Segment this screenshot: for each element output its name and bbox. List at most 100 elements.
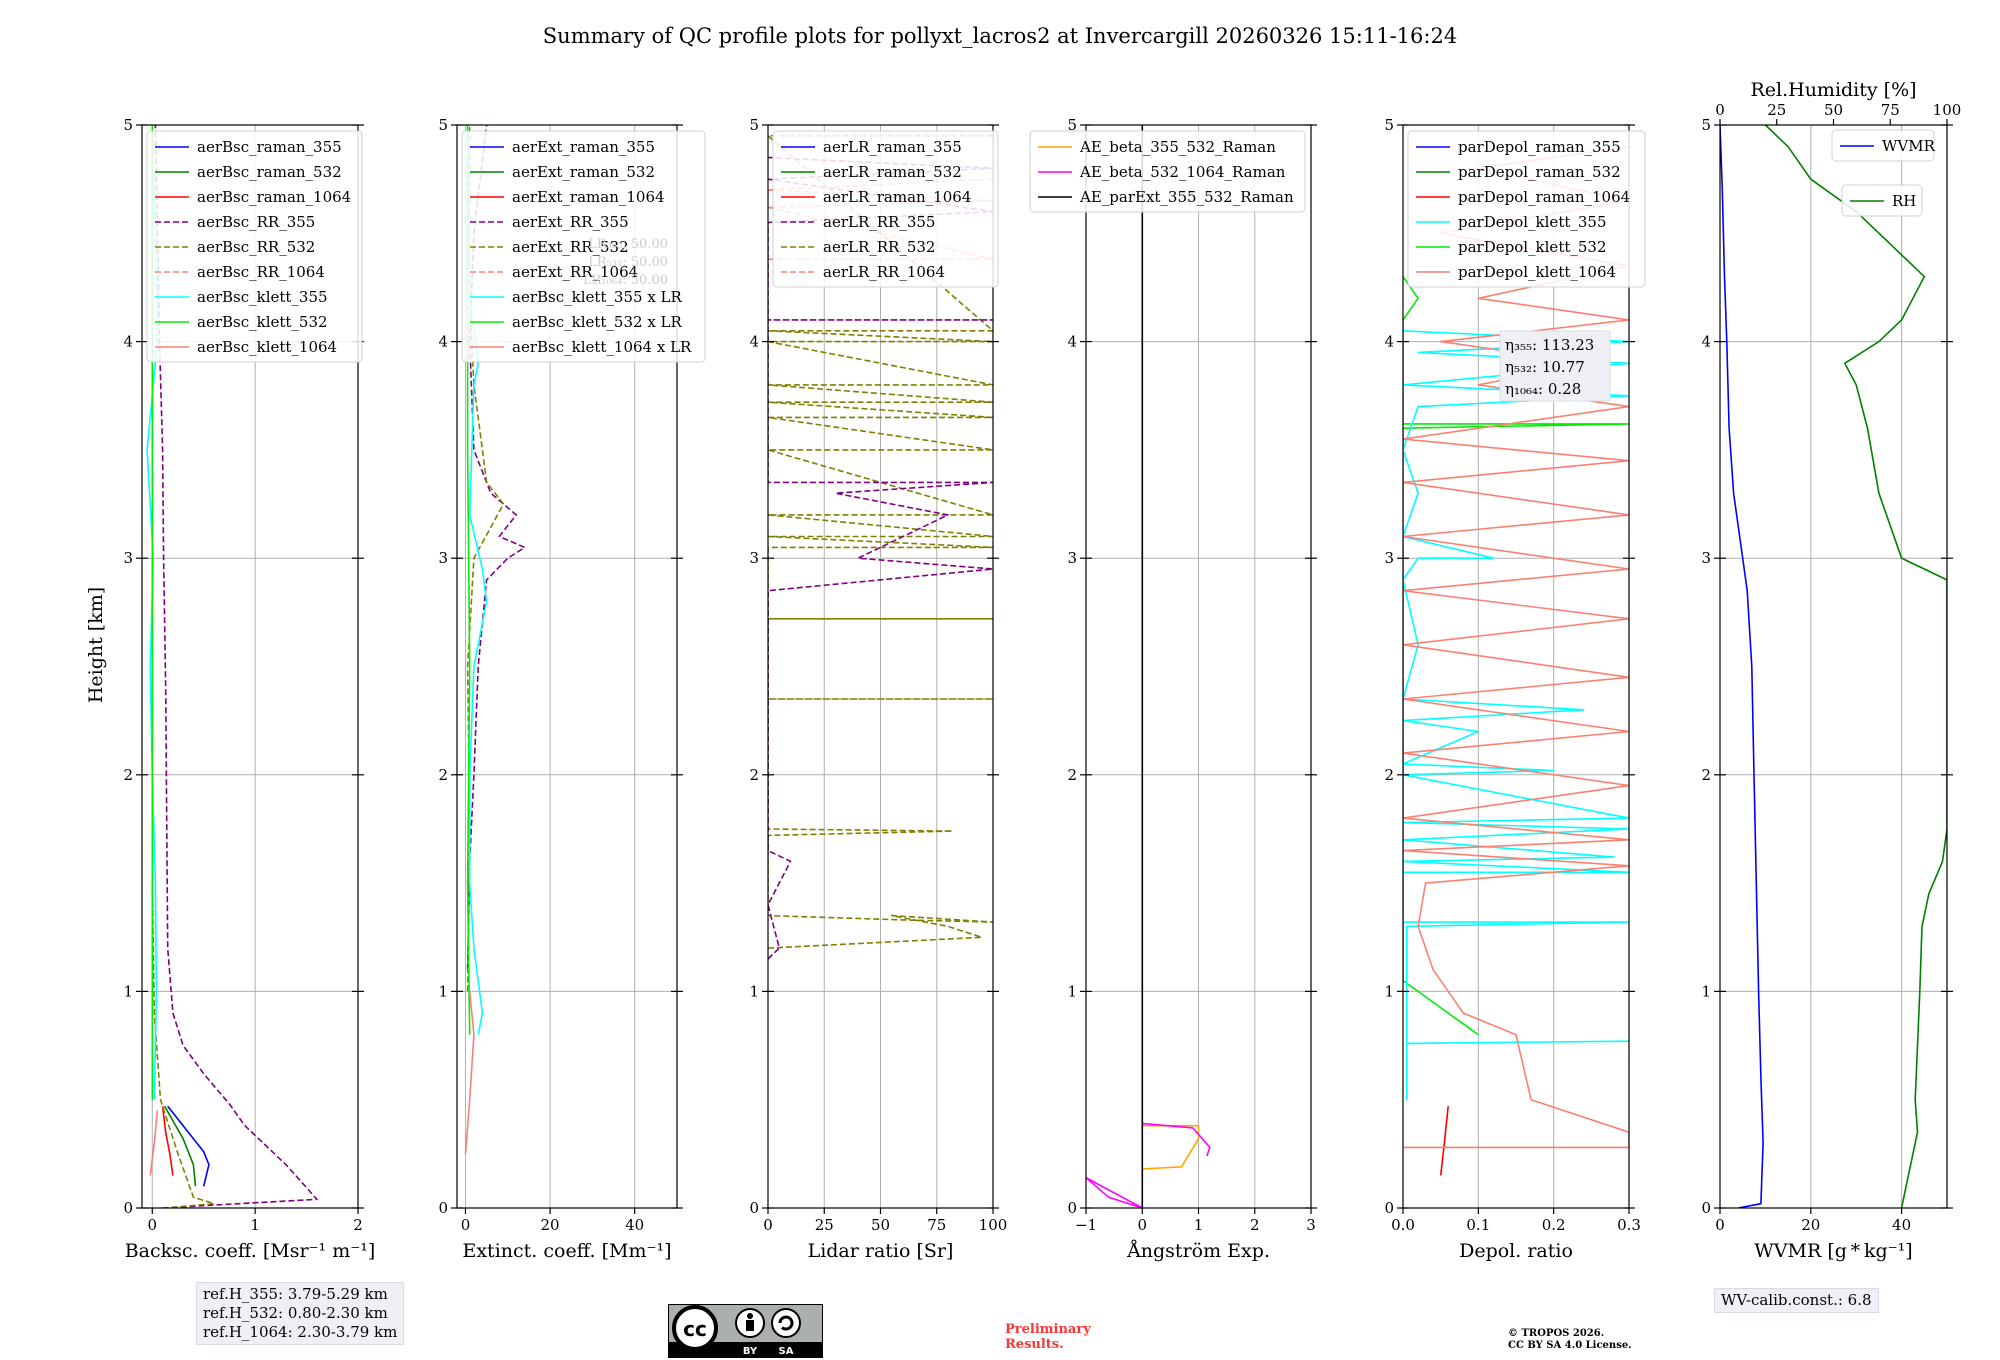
series-aerBsc_klett_355 x LR — [466, 125, 488, 1035]
y-tick-label: 1 — [1701, 982, 1711, 1000]
legend-label: aerExt_raman_355 — [512, 138, 655, 156]
legend-label: parDepol_raman_1064 — [1458, 188, 1630, 206]
chart-panel-2: 0 1 2 3 4 5 0 20 40 Extinct. coeff. [Mm⁻¹] aerExt_… — [438, 116, 706, 1262]
legend: aerExt_raman_355 aerExt_raman_532 aerExt_r… — [461, 130, 706, 363]
y-tick-label: 3 — [1067, 549, 1077, 567]
series-WVMR — [1720, 125, 1764, 1208]
series-aerBsc_raman_1064 — [161, 1106, 174, 1176]
svg-text:cc: cc — [683, 1317, 707, 1341]
top-x-tick-label: 0 — [1715, 101, 1725, 119]
x-tick-label: 0 — [1715, 1216, 1725, 1234]
legend-label: aerBsc_RR_1064 — [197, 263, 325, 281]
series-group — [1403, 145, 1629, 1176]
x-tick-label: 40 — [1892, 1216, 1911, 1234]
y-tick-label: 0 — [1701, 1199, 1711, 1217]
legend-label: aerBsc_klett_1064 x LR — [512, 338, 692, 356]
x-tick-label: 0 — [461, 1216, 471, 1234]
cc-sa-label: SA — [779, 1346, 794, 1357]
legend-label: aerLR_raman_532 — [823, 163, 962, 181]
legend-label: aerBsc_klett_355 x LR — [512, 288, 683, 306]
series-aerLR_RR_355 — [768, 156, 993, 960]
y-tick-label: 5 — [749, 116, 759, 134]
x-tick-label: 0.1 — [1466, 1216, 1490, 1234]
legend-box — [146, 130, 363, 363]
axes-frame — [1719, 124, 1948, 1209]
x-tick-label: 0.2 — [1542, 1216, 1566, 1234]
y-tick-label: 4 — [438, 333, 448, 351]
series-RH — [1764, 125, 1947, 1208]
y-tick-label: 5 — [1701, 116, 1711, 134]
reference-height-box: ref.H_355: 3.79-5.29 km ref.H_532: 0.80-… — [196, 1282, 405, 1345]
eta-label: η₃₅₅: 113.23 — [1505, 336, 1594, 354]
series-parDepol_raman_1064 — [1439, 1106, 1449, 1176]
legend-box — [1831, 129, 1935, 162]
legend-box — [461, 130, 706, 363]
legend-rh: RH — [1841, 184, 1923, 217]
legend-label: aerBsc_RR_355 — [197, 213, 315, 231]
ref-height-532: ref.H_532: 0.80-2.30 km — [203, 1304, 388, 1322]
y-tick-label: 2 — [749, 766, 759, 784]
legend-label: aerExt_RR_1064 — [512, 263, 638, 281]
ref-height-355: ref.H_355: 3.79-5.29 km — [203, 1285, 388, 1303]
x-axis-label: Depol. ratio — [1459, 1240, 1573, 1262]
axes-frame — [456, 124, 678, 1209]
legend-label: aerBsc_klett_1064 — [197, 338, 337, 356]
legend-box — [1029, 130, 1306, 213]
series-aerBsc_klett_1064 — [149, 1110, 159, 1176]
x-tick-label: 50 — [871, 1216, 890, 1234]
legend-label: aerBsc_klett_532 x LR — [512, 313, 683, 331]
series-aerBsc_raman_532 — [163, 1105, 197, 1187]
chart-panel-1: 0 1 2 3 4 5 0 1 2 Backsc. coeff. [Msr⁻¹ m⁻¹] aerBs… — [123, 116, 375, 1262]
legend-label: parDepol_klett_1064 — [1458, 263, 1616, 281]
x-axis-label: Backsc. coeff. [Msr⁻¹ m⁻¹] — [125, 1240, 376, 1262]
y-tick-label: 0 — [1384, 1199, 1394, 1217]
y-tick-label: 4 — [1701, 333, 1711, 351]
legend-label: aerExt_RR_532 — [512, 238, 629, 256]
y-tick-label: 1 — [123, 982, 133, 1000]
figure-title: Summary of QC profile plots for pollyxt_… — [543, 24, 1457, 48]
y-tick-label: 0 — [1067, 1199, 1077, 1217]
legend-label: aerLR_RR_355 — [823, 213, 935, 231]
chart-panel-5: 0 1 2 3 4 5 0.0 0.1 0.2 0.3 Depol. ratio parDepol_r… — [1384, 116, 1646, 1262]
x-tick-label: 75 — [927, 1216, 946, 1234]
legend-label: aerExt_raman_532 — [512, 163, 655, 181]
eta-box — [1499, 330, 1611, 402]
lidar-ratio-label: LR₁₀₆₄: 50.00 — [583, 273, 668, 288]
axes-frame — [141, 124, 359, 1209]
legend-label: aerBsc_klett_355 — [197, 288, 328, 306]
y-tick-label: 3 — [123, 549, 133, 567]
top-x-tick-label: 100 — [1933, 101, 1962, 119]
y-tick-label: 4 — [1067, 333, 1077, 351]
cc-license-badge: cc BY SA — [668, 1304, 823, 1358]
preliminary-note: Preliminary Results. — [1005, 1322, 1091, 1352]
legend: parDepol_raman_355 parDepol_raman_532 parD… — [1407, 130, 1646, 288]
legend-label: aerExt_RR_355 — [512, 213, 629, 231]
lidar-ratio-label: LR₃₅₅: 50.00 — [588, 237, 668, 252]
legend: aerLR_raman_355 aerLR_raman_532 aerLR_rama… — [772, 130, 999, 288]
legend-label: parDepol_klett_355 — [1458, 213, 1607, 231]
legend-label: AE_beta_355_532_Raman — [1079, 138, 1276, 156]
legend-label: aerBsc_raman_355 — [197, 138, 342, 156]
preliminary-line-2: Results. — [1005, 1337, 1064, 1352]
series-parDepol_klett_355 — [1403, 330, 1629, 1101]
x-tick-label: 0 — [148, 1216, 158, 1234]
x-tick-label: 25 — [815, 1216, 834, 1234]
legend-label: aerLR_raman_355 — [823, 138, 962, 156]
legend-label: AE_parExt_355_532_Raman — [1079, 188, 1294, 206]
y-tick-label: 3 — [1701, 549, 1711, 567]
legend-label: RH — [1892, 192, 1916, 210]
x-tick-label: 1 — [1194, 1216, 1204, 1234]
copyright-note: © TROPOS 2026. CC BY SA 4.0 License. — [1508, 1328, 1632, 1352]
x-axis-label: Ångström Exp. — [1126, 1240, 1270, 1262]
series-aerBsc_RR_355 — [154, 125, 318, 1208]
legend-label: parDepol_raman_355 — [1458, 138, 1621, 156]
legend-label: aerBsc_raman_1064 — [197, 188, 351, 206]
legend: aerBsc_raman_355 aerBsc_raman_532 aerBsc_r… — [146, 130, 363, 363]
y-tick-label: 2 — [1067, 766, 1077, 784]
x-tick-label: 20 — [1801, 1216, 1820, 1234]
